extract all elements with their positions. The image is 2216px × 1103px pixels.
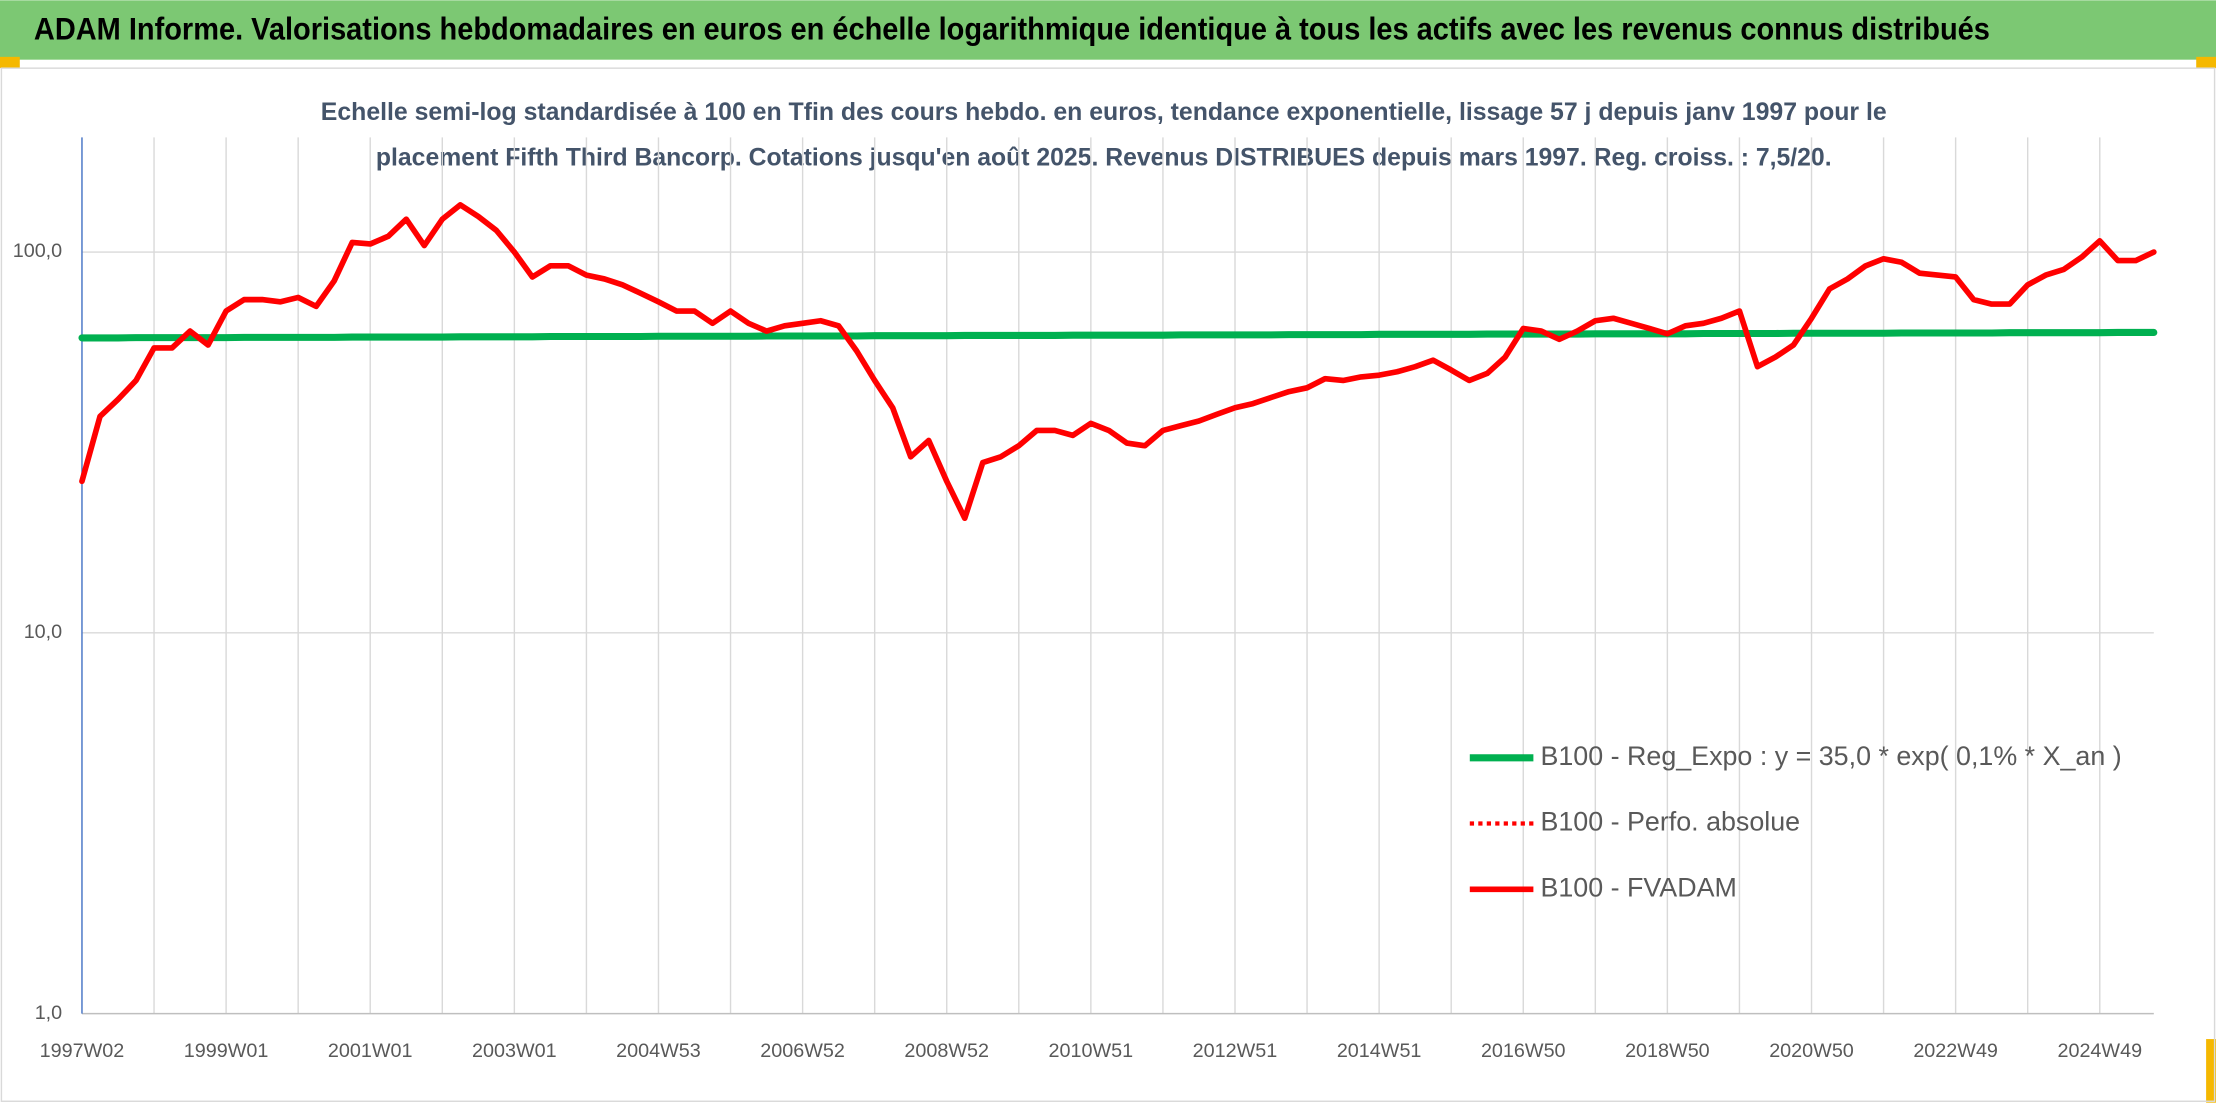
x-tick-label: 2014W51: [1337, 1040, 1422, 1062]
x-tick-label: 2016W50: [1481, 1040, 1566, 1062]
plot-area: [78, 202, 2158, 522]
x-tick-label: 2022W49: [1913, 1040, 1998, 1062]
x-tick-label: 1997W02: [40, 1040, 125, 1062]
y-tick-label: 100,0: [13, 240, 62, 262]
x-tick-label: 2018W50: [1625, 1040, 1710, 1062]
x-tick-label: 2020W50: [1769, 1040, 1854, 1062]
x-tick-label: 2006W52: [760, 1040, 845, 1062]
legend-label: B100 - FVADAM: [1540, 872, 1736, 902]
x-tick-label: 2004W53: [616, 1040, 701, 1062]
x-tick-label: 2003W01: [472, 1040, 557, 1062]
x-tick-label: 2012W51: [1193, 1040, 1278, 1062]
series-line: [78, 328, 2158, 342]
chart-frame: [0, 67, 2216, 1102]
header-title: ADAM Informe. Valorisations hebdomadaire…: [34, 12, 1990, 47]
chart-subtitle: placement Fifth Third Bancorp. Cotations…: [376, 143, 1832, 171]
chart-subtitle: Echelle semi-log standardisée à 100 en T…: [321, 98, 1887, 126]
x-tick-label: 2001W01: [328, 1040, 413, 1062]
x-tick-label: 2024W49: [2057, 1040, 2142, 1062]
corner-mark: [2206, 1039, 2216, 1103]
legend-label: B100 - Perfo. absolue: [1540, 807, 1800, 837]
corner-mark: [2196, 56, 2216, 69]
x-tick-label: 2010W51: [1049, 1040, 1134, 1062]
header-banner: [0, 0, 2216, 60]
corner-mark: [0, 56, 20, 69]
legend-label: B100 - Reg_Expo : y = 35,0 * exp( 0,1% *…: [1540, 741, 2121, 771]
x-tick-label: 2008W52: [904, 1040, 989, 1062]
y-tick-label: 10,0: [24, 621, 62, 643]
series-line: [79, 202, 2157, 522]
grid: 1,0 10,0 100,0 1997W02 1999W01 2001W01 2003W01…: [13, 137, 2154, 1062]
y-tick-label: 1,0: [35, 1002, 62, 1024]
x-tick-label: 1999W01: [184, 1040, 269, 1062]
legend: B100 - Reg_Expo : y = 35,0 * exp( 0,1% *…: [1469, 741, 2122, 902]
